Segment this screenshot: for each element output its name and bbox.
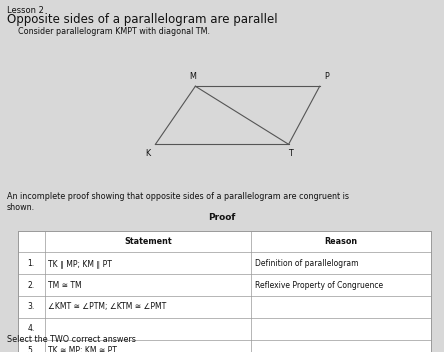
Text: Statement: Statement [124, 237, 172, 246]
Text: TK ∥ MP; KM ∥ PT: TK ∥ MP; KM ∥ PT [48, 259, 112, 268]
Text: An incomplete proof showing that opposite sides of a parallelogram are congruent: An incomplete proof showing that opposit… [7, 192, 349, 201]
Text: Reason: Reason [324, 237, 357, 246]
Text: TM ≅ TM: TM ≅ TM [48, 281, 82, 290]
Text: P: P [324, 72, 329, 81]
Text: Lesson 2: Lesson 2 [7, 6, 44, 15]
Text: Definition of parallelogram: Definition of parallelogram [254, 259, 358, 268]
Text: Reflexive Property of Congruence: Reflexive Property of Congruence [254, 281, 383, 290]
Text: 1.: 1. [28, 259, 35, 268]
Text: Select the TWO correct answers: Select the TWO correct answers [7, 335, 135, 344]
Text: Consider parallelogram KMPT with diagonal TM.: Consider parallelogram KMPT with diagona… [18, 27, 210, 36]
Text: ∠KMT ≅ ∠PTM; ∠KTM ≅ ∠PMT: ∠KMT ≅ ∠PTM; ∠KTM ≅ ∠PMT [48, 302, 166, 312]
Bar [18, 231, 431, 352]
Text: 3.: 3. [28, 302, 35, 312]
Text: 4.: 4. [28, 324, 35, 333]
Text: 5.: 5. [28, 346, 35, 352]
Text: 2.: 2. [28, 281, 35, 290]
Text: K: K [145, 149, 150, 158]
Text: Opposite sides of a parallelogram are parallel: Opposite sides of a parallelogram are pa… [7, 13, 278, 26]
Text: T: T [289, 149, 293, 158]
Text: M: M [190, 72, 197, 81]
Text: Proof: Proof [208, 213, 236, 222]
Text: shown.: shown. [7, 203, 35, 212]
Text: TK ≅ MP; KM ≅ PT: TK ≅ MP; KM ≅ PT [48, 346, 117, 352]
